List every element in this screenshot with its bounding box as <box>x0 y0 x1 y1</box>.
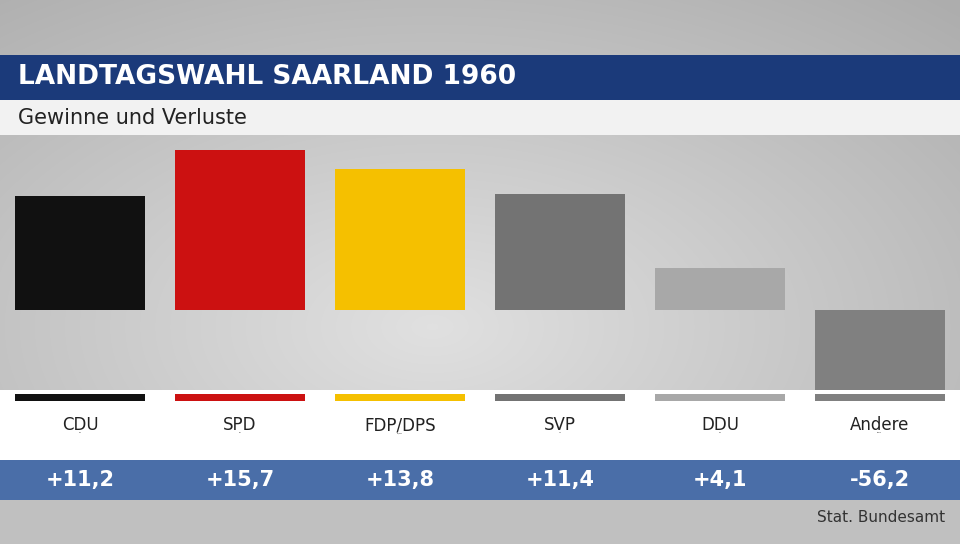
Text: SPD: SPD <box>224 416 256 434</box>
Bar <box>815 394 945 401</box>
Bar <box>0 55 960 100</box>
Bar <box>655 268 785 310</box>
Text: FDP/DPS: FDP/DPS <box>397 432 403 434</box>
Bar <box>0 460 960 500</box>
Text: CDU: CDU <box>79 432 82 433</box>
Text: +15,7: +15,7 <box>205 470 275 490</box>
Bar <box>0 100 960 135</box>
Bar <box>815 310 945 390</box>
Text: -56,2: -56,2 <box>850 470 910 490</box>
Text: +13,8: +13,8 <box>366 470 435 490</box>
Bar <box>0 390 960 460</box>
Text: DDU: DDU <box>701 416 739 434</box>
Text: Gewinne und Verluste: Gewinne und Verluste <box>18 108 247 127</box>
Text: Andere: Andere <box>851 416 910 434</box>
Bar <box>15 196 145 310</box>
Text: SVP: SVP <box>544 416 576 434</box>
Text: DDU: DDU <box>718 432 722 433</box>
Text: FDP/DPS: FDP/DPS <box>364 416 436 434</box>
Text: SPD: SPD <box>239 432 241 433</box>
Bar <box>175 394 305 401</box>
Bar <box>495 394 625 401</box>
Bar <box>335 169 465 310</box>
Bar <box>335 394 465 401</box>
Text: LANDTAGSWAHL SAARLAND 1960: LANDTAGSWAHL SAARLAND 1960 <box>18 65 516 90</box>
Text: +11,2: +11,2 <box>45 470 114 490</box>
Text: Andere: Andere <box>877 432 882 433</box>
Text: CDU: CDU <box>61 416 98 434</box>
Bar <box>655 394 785 401</box>
Bar <box>15 394 145 401</box>
Text: +11,4: +11,4 <box>525 470 594 490</box>
Bar <box>495 194 625 310</box>
Bar <box>0 500 960 544</box>
Text: +4,1: +4,1 <box>693 470 747 490</box>
Bar <box>175 150 305 310</box>
Text: Stat. Bundesamt: Stat. Bundesamt <box>817 510 945 525</box>
Text: SVP: SVP <box>559 432 562 433</box>
